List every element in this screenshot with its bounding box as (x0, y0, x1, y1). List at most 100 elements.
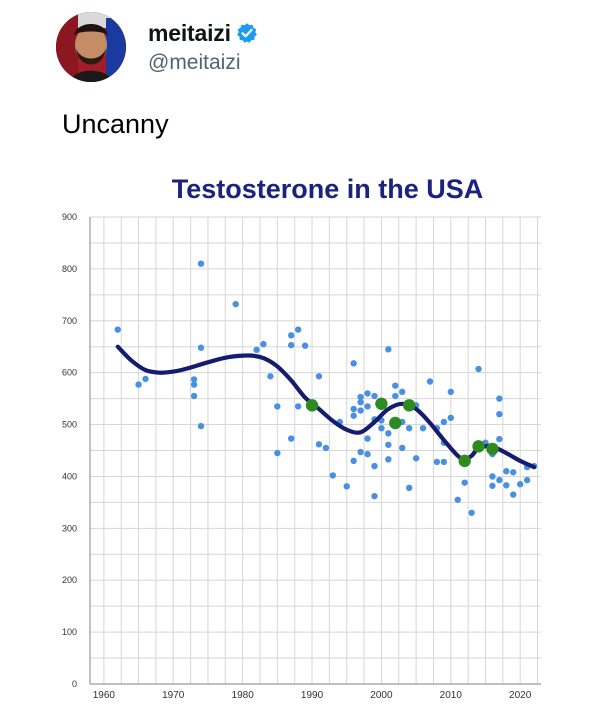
data-point (274, 449, 281, 457)
data-point (232, 300, 239, 308)
data-point (371, 492, 378, 500)
data-point (399, 388, 406, 396)
chart-title: Testosterone in the USA (172, 174, 484, 204)
y-tick-label: 0 (72, 679, 77, 689)
avatar-image (56, 12, 126, 82)
author: meitaizi @meitaizi (148, 19, 548, 75)
highlight-point (458, 454, 471, 468)
data-point (503, 468, 510, 475)
highlight-point (402, 399, 416, 412)
data-point (274, 403, 281, 410)
testosterone-chart: Testosterone in the USA 0 100 200 300 400 500 6… (62, 174, 541, 701)
data-point (510, 469, 517, 476)
y-tick-label: 400 (62, 471, 77, 481)
data-point (190, 381, 198, 388)
data-point (288, 332, 295, 339)
display-name-row: meitaizi (148, 19, 548, 47)
data-point (350, 457, 357, 465)
chart-image: Testosterone in the USA 0 100 200 300 400 500 6… (34, 164, 596, 712)
data-point (503, 482, 510, 489)
avatar[interactable] (56, 12, 126, 82)
data-point (510, 491, 517, 498)
data-point (419, 424, 427, 432)
data-point (433, 458, 441, 466)
data-point (440, 458, 448, 466)
data-point (385, 346, 392, 353)
x-tick-label: 2020 (509, 690, 532, 701)
highlight-point (472, 440, 485, 453)
y-tick-label: 800 (62, 264, 77, 274)
data-point (294, 326, 302, 333)
data-point (364, 390, 371, 397)
data-point (190, 392, 198, 400)
y-tick-label: 100 (62, 627, 77, 637)
data-point (426, 378, 434, 385)
data-point (350, 360, 357, 367)
data-point (114, 326, 121, 333)
data-point (489, 482, 496, 489)
data-point (364, 435, 371, 442)
data-point (371, 392, 378, 400)
x-tick-label: 1970 (162, 690, 185, 701)
data-point (516, 481, 524, 488)
data-point (412, 455, 420, 462)
y-tick-label: 900 (62, 212, 77, 222)
data-point (496, 476, 503, 484)
x-tick-label: 2000 (370, 690, 393, 701)
data-point (260, 340, 267, 348)
data-point (405, 424, 413, 432)
data-point (475, 365, 482, 373)
data-point (371, 462, 378, 470)
data-point (364, 450, 371, 458)
tweet-text: Uncanny (62, 109, 169, 139)
data-point (447, 388, 454, 396)
data-point (288, 341, 295, 349)
data-point (447, 414, 454, 422)
data-point (364, 403, 371, 410)
data-point (385, 441, 392, 448)
data-point (350, 405, 357, 413)
data-point (523, 476, 531, 484)
data-point (197, 344, 205, 351)
highlight-point (389, 416, 402, 430)
data-point (399, 444, 406, 452)
display-name[interactable]: meitaizi (148, 19, 231, 46)
data-point (197, 260, 205, 267)
data-point (461, 479, 468, 486)
x-tick-label: 1960 (93, 690, 116, 701)
data-point (378, 424, 385, 432)
data-point (343, 483, 350, 490)
data-point (385, 456, 392, 463)
data-point (315, 373, 323, 380)
data-point (267, 373, 274, 380)
data-point (468, 509, 475, 516)
highlight-point (375, 397, 388, 410)
data-point (288, 435, 295, 442)
data-point (190, 376, 198, 383)
data-point (405, 484, 413, 492)
data-point (496, 395, 503, 402)
data-point (301, 342, 309, 349)
data-point (454, 496, 461, 503)
y-tick-label: 600 (62, 368, 77, 378)
highlight-point (486, 442, 499, 456)
data-point (253, 346, 260, 354)
handle[interactable]: @meitaizi (148, 51, 241, 74)
data-point (322, 444, 330, 452)
data-point (357, 448, 364, 456)
data-point (357, 399, 364, 406)
data-point (294, 403, 302, 410)
y-tick-label: 200 (62, 575, 77, 585)
data-point (392, 392, 399, 400)
data-point (142, 375, 149, 383)
data-point (315, 441, 323, 448)
x-tick-label: 1990 (301, 690, 324, 701)
data-point (197, 422, 205, 430)
data-point (357, 393, 364, 401)
highlight-point (305, 399, 319, 412)
data-point (329, 472, 337, 479)
tweet-header: meitaizi @meitaizi (56, 12, 556, 84)
data-point (496, 435, 503, 443)
x-tick-label: 1980 (232, 690, 255, 701)
y-tick-label: 500 (62, 420, 77, 430)
